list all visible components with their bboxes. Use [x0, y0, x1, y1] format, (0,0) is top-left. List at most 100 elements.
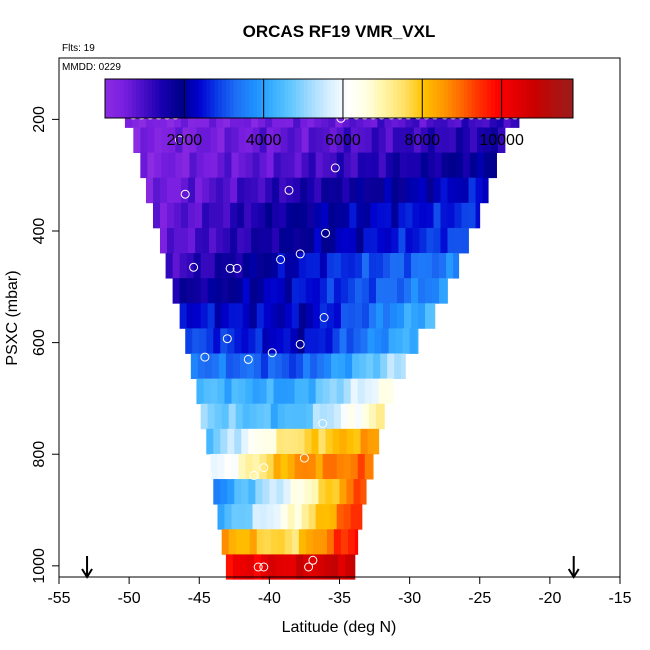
colorbar-segment: [506, 79, 511, 118]
heat-cell: [301, 378, 310, 405]
heat-cell: [329, 152, 338, 179]
heat-cell: [238, 378, 246, 405]
colorbar-segment: [405, 79, 410, 118]
heat-cell: [256, 529, 265, 555]
heat-cell: [290, 479, 298, 505]
x-tick-label: -15: [608, 590, 631, 607]
heat-cell: [497, 127, 506, 153]
colorbar-segment: [514, 79, 519, 118]
heat-cell: [297, 328, 305, 354]
heat-cell: [439, 278, 447, 304]
heat-cell: [375, 278, 384, 304]
heat-cell: [387, 353, 395, 380]
heat-cell: [418, 253, 426, 279]
heat-cell: [189, 152, 197, 179]
colorbar-segment: [510, 79, 515, 118]
heat-cell: [228, 529, 237, 555]
heat-cell: [251, 227, 259, 254]
heat-cell: [207, 303, 216, 329]
colorbar-segment: [249, 79, 254, 118]
x-tick-label: -45: [188, 590, 211, 607]
heat-cell: [232, 353, 241, 380]
heat-cell: [270, 303, 279, 329]
heat-cell: [252, 453, 260, 480]
heat-cell: [461, 202, 469, 229]
heat-cell: [297, 428, 305, 455]
heat-cell: [270, 253, 279, 279]
heat-cell: [218, 353, 227, 380]
heat-cell: [384, 202, 392, 229]
heat-cell: [287, 378, 296, 405]
colorbar-segment: [229, 79, 235, 118]
heat-cell: [311, 328, 319, 354]
heat-cell: [440, 202, 448, 229]
heat-cell: [235, 403, 244, 430]
colorbar-segment: [331, 79, 336, 118]
sample-point: [222, 334, 232, 344]
colorbar-segment: [151, 79, 157, 118]
heat-cell: [196, 152, 204, 179]
heat-cell: [328, 227, 336, 254]
heat-cell: [255, 428, 263, 455]
colorbar-segment: [522, 79, 527, 118]
heat-cell: [325, 428, 333, 455]
heat-cell: [269, 479, 277, 505]
heat-cell: [352, 554, 356, 580]
heat-cell: [197, 353, 206, 380]
heat-cell: [207, 403, 216, 430]
heat-cell: [325, 479, 333, 505]
heat-cell: [326, 303, 335, 329]
heat-cell: [349, 177, 357, 204]
heat-cell: [249, 278, 258, 304]
heat-cell: [371, 378, 380, 405]
heat-cell: [332, 428, 340, 455]
heat-cell: [426, 227, 434, 254]
heat-cell: [209, 202, 217, 229]
colorbar-segment: [179, 79, 184, 118]
heat-cell: [241, 428, 249, 455]
heat-cell: [238, 453, 246, 480]
colorbar-segment: [222, 79, 227, 118]
heat-cell: [161, 127, 169, 153]
heat-cell: [338, 554, 346, 580]
colorbar-segment: [401, 79, 406, 118]
sample-point: [295, 249, 305, 259]
colorbar-segment: [381, 79, 387, 118]
heat-cell: [335, 202, 343, 229]
heat-cell: [286, 177, 294, 204]
heat-cell: [287, 504, 296, 530]
heat-cell: [392, 127, 401, 153]
heat-cell: [258, 202, 266, 229]
colorbar-tick-label: 2000: [167, 132, 203, 149]
heat-cell: [213, 479, 221, 505]
colorbar-segment: [288, 79, 293, 118]
heat-cell: [312, 253, 321, 279]
heat-cell: [273, 152, 281, 179]
heat-cell: [483, 152, 492, 179]
heat-cell: [251, 202, 259, 229]
colorbar-segment: [335, 79, 340, 118]
heat-cell: [266, 453, 274, 480]
heat-cell: [265, 177, 273, 204]
colorbar-segment: [342, 79, 348, 118]
heat-cell: [340, 303, 349, 329]
sample-point: [189, 262, 199, 272]
colorbar-segment: [183, 79, 188, 118]
heat-cell: [371, 152, 380, 179]
colorbar-segment: [120, 79, 125, 118]
heat-cell: [263, 403, 272, 430]
heat-cell: [311, 428, 319, 455]
heat-cell: [357, 378, 366, 405]
heat-cell: [223, 202, 231, 229]
heat-cell: [238, 152, 246, 179]
heat-cell: [216, 177, 224, 204]
heat-cell: [283, 328, 291, 354]
heat-cell: [174, 177, 182, 204]
colorbar-segment: [323, 79, 328, 118]
heat-cell: [454, 202, 462, 229]
heat-cell: [256, 278, 265, 304]
heat-cell: [179, 303, 188, 329]
colorbar-segment: [420, 79, 426, 118]
heat-cell: [340, 529, 349, 555]
heat-cell: [321, 202, 329, 229]
